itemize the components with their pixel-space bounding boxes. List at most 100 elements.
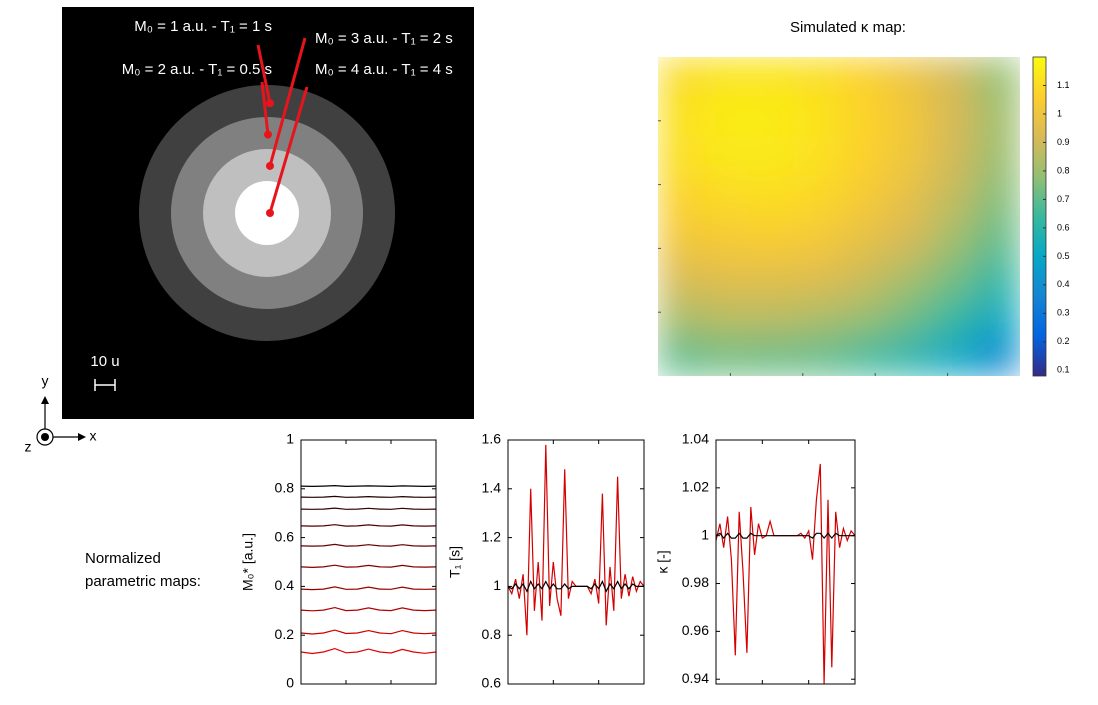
plot-frame xyxy=(300,439,437,685)
heatmap-cell xyxy=(929,256,976,297)
heatmap-cell xyxy=(839,336,885,376)
heatmap-cell xyxy=(839,176,885,217)
colorbar-tick-label: 1 xyxy=(1057,108,1062,118)
pointer-dot xyxy=(266,99,274,108)
heatmap-cell xyxy=(793,96,840,138)
side-label: Normalized xyxy=(85,550,161,567)
heatmap-cell xyxy=(658,216,704,257)
data-line xyxy=(300,484,437,488)
y-axis-label: T₁ [s] xyxy=(447,546,463,578)
heatmap-cell xyxy=(929,336,976,376)
heatmap-cell xyxy=(793,296,840,337)
heatmap-cell xyxy=(974,296,1020,337)
y-tick-label: 0.96 xyxy=(682,622,709,638)
heatmap-cell xyxy=(793,216,840,257)
y-tick-label: 1.2 xyxy=(482,528,502,544)
heatmap-cell xyxy=(748,96,795,138)
plot-frame xyxy=(715,439,856,685)
colorbar-tick-label: 0.1 xyxy=(1057,365,1070,375)
heatmap-cell xyxy=(884,96,930,138)
data-line xyxy=(300,524,437,527)
pointer-dot xyxy=(264,130,272,139)
side-label: parametric maps: xyxy=(85,573,201,590)
ring-label: M₀ = 1 a.u. - T₁ = 1 s xyxy=(134,18,272,35)
axis-label: z xyxy=(25,439,32,455)
heatmap-cell xyxy=(658,176,704,217)
heatmap-cell xyxy=(974,176,1020,217)
heatmap-cell xyxy=(748,256,795,297)
heatmap-cell xyxy=(839,96,885,138)
y-tick-label: 0.2 xyxy=(275,626,295,642)
y-tick-label: 1 xyxy=(286,431,294,447)
heatmap-cell xyxy=(748,216,795,257)
y-tick-label: 1.02 xyxy=(682,479,709,495)
heatmap-cell xyxy=(793,176,840,217)
heatmap-cell xyxy=(884,176,930,217)
heatmap-cell xyxy=(703,96,749,138)
pointer-dot xyxy=(266,209,274,217)
pointer-dot xyxy=(266,161,274,170)
heatmap-cell xyxy=(974,136,1020,178)
colorbar-tick-label: 0.8 xyxy=(1057,165,1070,175)
plot-frame xyxy=(507,439,645,685)
heatmap-cell xyxy=(929,296,976,337)
pointer-line xyxy=(260,81,270,135)
heatmap-cells xyxy=(658,57,1020,376)
data-line xyxy=(715,532,855,540)
heatmap-cell xyxy=(884,136,930,178)
heatmap-cell xyxy=(974,96,1020,138)
y-tick-label: 0.4 xyxy=(275,577,295,593)
chart-title: Simulated κ map: xyxy=(790,19,906,36)
heatmap-cell xyxy=(839,256,885,297)
heatmap-cell xyxy=(658,296,704,337)
heatmap-smooth xyxy=(658,57,1020,376)
heatmap-cell xyxy=(658,136,704,178)
data-line xyxy=(300,647,437,655)
heatmap-cell xyxy=(703,216,749,257)
y-tick-label: 0.6 xyxy=(482,675,502,691)
data-line xyxy=(300,629,437,635)
heatmap-cell xyxy=(703,136,749,178)
heatmap-cell xyxy=(974,57,1020,98)
y-tick-label: 0.98 xyxy=(682,574,709,590)
pointer-line xyxy=(268,37,307,167)
heatmap-cell xyxy=(839,136,885,178)
colorbar-tick-label: 0.2 xyxy=(1057,336,1070,346)
ring-label: M₀ = 4 a.u. - T₁ = 4 s xyxy=(315,61,453,78)
heatmap-cell xyxy=(703,256,749,297)
y-tick-label: 1 xyxy=(701,526,709,542)
data-line xyxy=(300,606,437,612)
colorbar-tick-label: 0.9 xyxy=(1057,137,1070,147)
axis-label: y xyxy=(42,373,49,389)
z-axis-dot xyxy=(41,433,49,441)
arrow-head xyxy=(78,433,86,441)
heatmap-cell xyxy=(839,216,885,257)
data-line xyxy=(507,580,644,593)
scale-bar-label: 10 u xyxy=(90,353,119,370)
y-tick-label: 0.8 xyxy=(275,480,295,496)
axis-label: x xyxy=(90,428,97,444)
y-tick-label: 0.94 xyxy=(682,670,709,686)
arrow-head xyxy=(41,396,49,404)
heatmap-cell xyxy=(748,136,795,178)
heatmap-cell xyxy=(839,57,885,98)
data-line xyxy=(300,564,437,569)
heatmap-cell xyxy=(793,57,840,98)
heatmap-cell xyxy=(929,57,976,98)
heatmap-cell xyxy=(929,136,976,178)
heatmap-cell xyxy=(793,336,840,376)
heatmap-cell xyxy=(703,296,749,337)
data-line xyxy=(715,463,856,685)
heatmap-cell xyxy=(793,136,840,178)
heatmap-cell xyxy=(658,256,704,297)
heatmap-cell xyxy=(839,296,885,337)
heatmap-cell xyxy=(793,256,840,297)
heatmap-cell xyxy=(658,96,704,138)
y-tick-label: 1.04 xyxy=(682,431,709,447)
pointer-line xyxy=(268,86,309,214)
colorbar-tick-label: 0.5 xyxy=(1057,251,1070,261)
heatmap-cell xyxy=(748,336,795,376)
y-tick-label: 0.6 xyxy=(275,528,295,544)
heatmap-cell xyxy=(703,336,749,376)
